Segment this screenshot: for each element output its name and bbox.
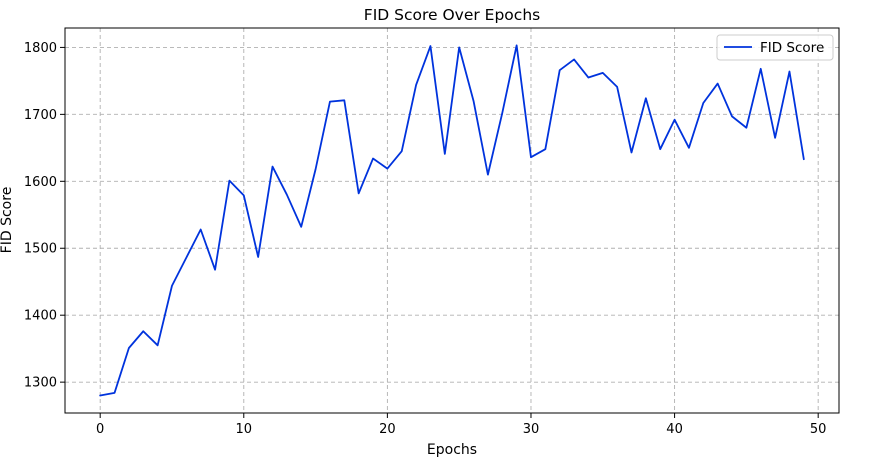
x-tick-label: 0 [96,422,104,437]
x-tick-label: 20 [379,422,396,437]
y-tick-label: 1600 [24,175,57,190]
y-tick-label: 1800 [24,41,57,56]
axis-ticks: 0 10 20 30 40 50 1300 1400 1500 1600 1700 1800 [24,41,827,437]
plot-area-frame [64,27,840,414]
x-tick-label: 40 [666,422,683,437]
x-tick-label: 10 [236,422,253,437]
legend: FID Score [716,34,834,61]
chart-title: FID Score Over Epochs [364,6,540,24]
legend-box [716,34,834,61]
x-tick-label: 30 [523,422,540,437]
y-axis-title: FID Score [0,187,15,254]
y-tick-label: 1700 [24,108,57,123]
legend-label-fid-score: FID Score [760,40,824,56]
series-layer [99,44,805,397]
y-tick-label: 1400 [24,309,57,324]
y-tick-label: 1300 [24,376,57,391]
grid-lines [65,28,839,413]
y-tick-label: 1500 [24,242,57,257]
x-tick-label: 50 [810,422,827,437]
series-line-fid-score [99,44,805,397]
x-axis-title: Epochs [427,442,477,458]
